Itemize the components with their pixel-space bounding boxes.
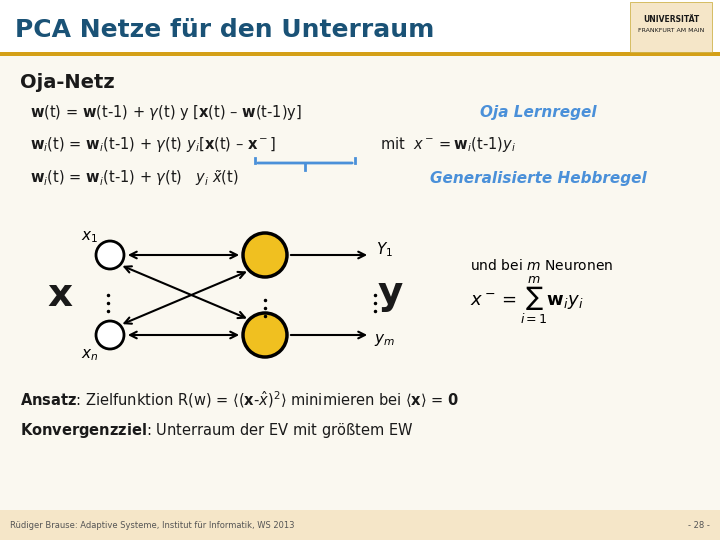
- Circle shape: [243, 313, 287, 357]
- Text: Oja-Netz: Oja-Netz: [20, 72, 114, 91]
- Text: Rüdiger Brause: Adaptive Systeme, Institut für Informatik, WS 2013: Rüdiger Brause: Adaptive Systeme, Instit…: [10, 521, 294, 530]
- Text: $\mathbf{w}_i$(t) = $\mathbf{w}_i$(t-1) + $\gamma$(t)   $y_i$ $\tilde{x}$(t): $\mathbf{w}_i$(t) = $\mathbf{w}_i$(t-1) …: [30, 168, 239, 188]
- Bar: [0, 52, 720, 56]
- Text: $\mathbf{w}_i$(t) = $\mathbf{w}_i$(t-1) + $\gamma$(t) $y_i$[$\mathbf{x}$(t) – $\: $\mathbf{w}_i$(t) = $\mathbf{w}_i$(t-1) …: [30, 136, 276, 154]
- Text: $\mathbf{Ansatz}$: Zielfunktion R(w) = $\langle(\mathbf{x}$-$\hat{x})^2\rangle$ : $\mathbf{Ansatz}$: Zielfunktion R(w) = $…: [20, 389, 459, 410]
- Text: UNIVERSITÄT: UNIVERSITÄT: [643, 16, 699, 24]
- Text: $\mathbf{x}$: $\mathbf{x}$: [47, 276, 73, 314]
- Text: und bei $m$ Neuronen: und bei $m$ Neuronen: [470, 258, 613, 273]
- Circle shape: [96, 241, 124, 269]
- Text: $y_m$: $y_m$: [374, 332, 395, 348]
- Text: FRANKFURT AM MAIN: FRANKFURT AM MAIN: [638, 28, 704, 32]
- Circle shape: [243, 233, 287, 277]
- Text: $x_n$: $x_n$: [81, 347, 99, 363]
- Text: Oja Lernregel: Oja Lernregel: [480, 105, 597, 119]
- Bar: [0, 56, 720, 510]
- Bar: [630, 2, 712, 52]
- Text: $Y_1$: $Y_1$: [377, 241, 394, 259]
- Text: $x_1$: $x_1$: [81, 229, 99, 245]
- Circle shape: [96, 321, 124, 349]
- Bar: [0, 0, 720, 55]
- Text: $\mathbf{w}$(t) = $\mathbf{w}$(t-1) + $\gamma$(t) y [$\mathbf{x}$(t) – $\mathbf{: $\mathbf{w}$(t) = $\mathbf{w}$(t-1) + $\…: [30, 103, 302, 122]
- Text: PCA Netze für den Unterraum: PCA Netze für den Unterraum: [15, 18, 434, 42]
- Text: - 28 -: - 28 -: [688, 521, 710, 530]
- Text: $\mathbf{Konvergenzziel}$: Unterraum der EV mit größtem EW: $\mathbf{Konvergenzziel}$: Unterraum der…: [20, 421, 413, 440]
- Text: $x^- = \sum_{i=1}^{m} \mathbf{w}_i y_i$: $x^- = \sum_{i=1}^{m} \mathbf{w}_i y_i$: [470, 274, 584, 326]
- Text: $\mathbf{y}$: $\mathbf{y}$: [377, 276, 403, 314]
- Text: Generalisierte Hebbregel: Generalisierte Hebbregel: [430, 171, 647, 186]
- Bar: [0, 510, 720, 540]
- Text: mit  $x^- = \mathbf{w}_i$(t-1)$y_i$: mit $x^- = \mathbf{w}_i$(t-1)$y_i$: [380, 136, 516, 154]
